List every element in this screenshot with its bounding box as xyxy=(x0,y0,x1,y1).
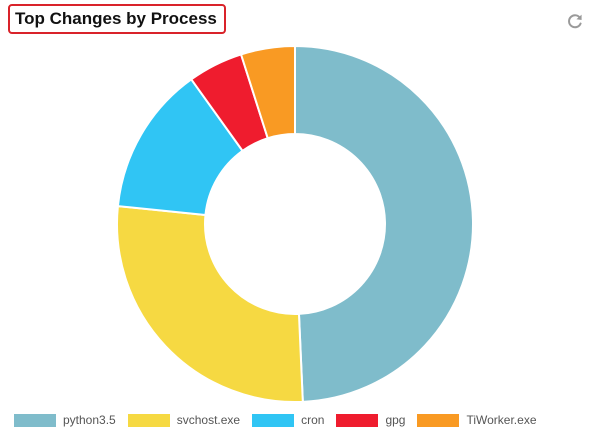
chart-legend: python3.5 svchost.exe cron gpg TiWorker.exe xyxy=(14,412,549,428)
legend-item-tiworker-exe[interactable]: TiWorker.exe xyxy=(417,413,537,427)
legend-item-cron[interactable]: cron xyxy=(252,413,324,427)
widget-title-box: Top Changes by Process xyxy=(8,4,226,34)
donut-slice-svchost-exe[interactable] xyxy=(116,205,304,403)
legend-label: TiWorker.exe xyxy=(466,413,537,427)
legend-item-python3-5[interactable]: python3.5 xyxy=(14,413,116,427)
donut-slice-python3-5[interactable] xyxy=(294,44,474,403)
donut-slice-tiworker-exe[interactable] xyxy=(239,44,296,140)
legend-label: svchost.exe xyxy=(176,413,241,427)
legend-label: gpg xyxy=(385,413,406,427)
legend-swatch xyxy=(417,413,460,427)
refresh-icon[interactable] xyxy=(566,12,584,30)
legend-label: cron xyxy=(301,413,325,427)
refresh-icon-graphic xyxy=(568,14,582,29)
legend-item-svchost-exe[interactable]: svchost.exe xyxy=(127,413,241,427)
legend-label: python3.5 xyxy=(63,413,116,427)
donut-chart xyxy=(116,44,474,403)
legend-swatch xyxy=(336,413,379,427)
widget-title: Top Changes by Process xyxy=(15,9,217,28)
legend-swatch xyxy=(252,413,295,427)
legend-swatch xyxy=(14,413,56,427)
legend-item-gpg[interactable]: gpg xyxy=(336,413,405,427)
legend-swatch xyxy=(127,413,170,427)
